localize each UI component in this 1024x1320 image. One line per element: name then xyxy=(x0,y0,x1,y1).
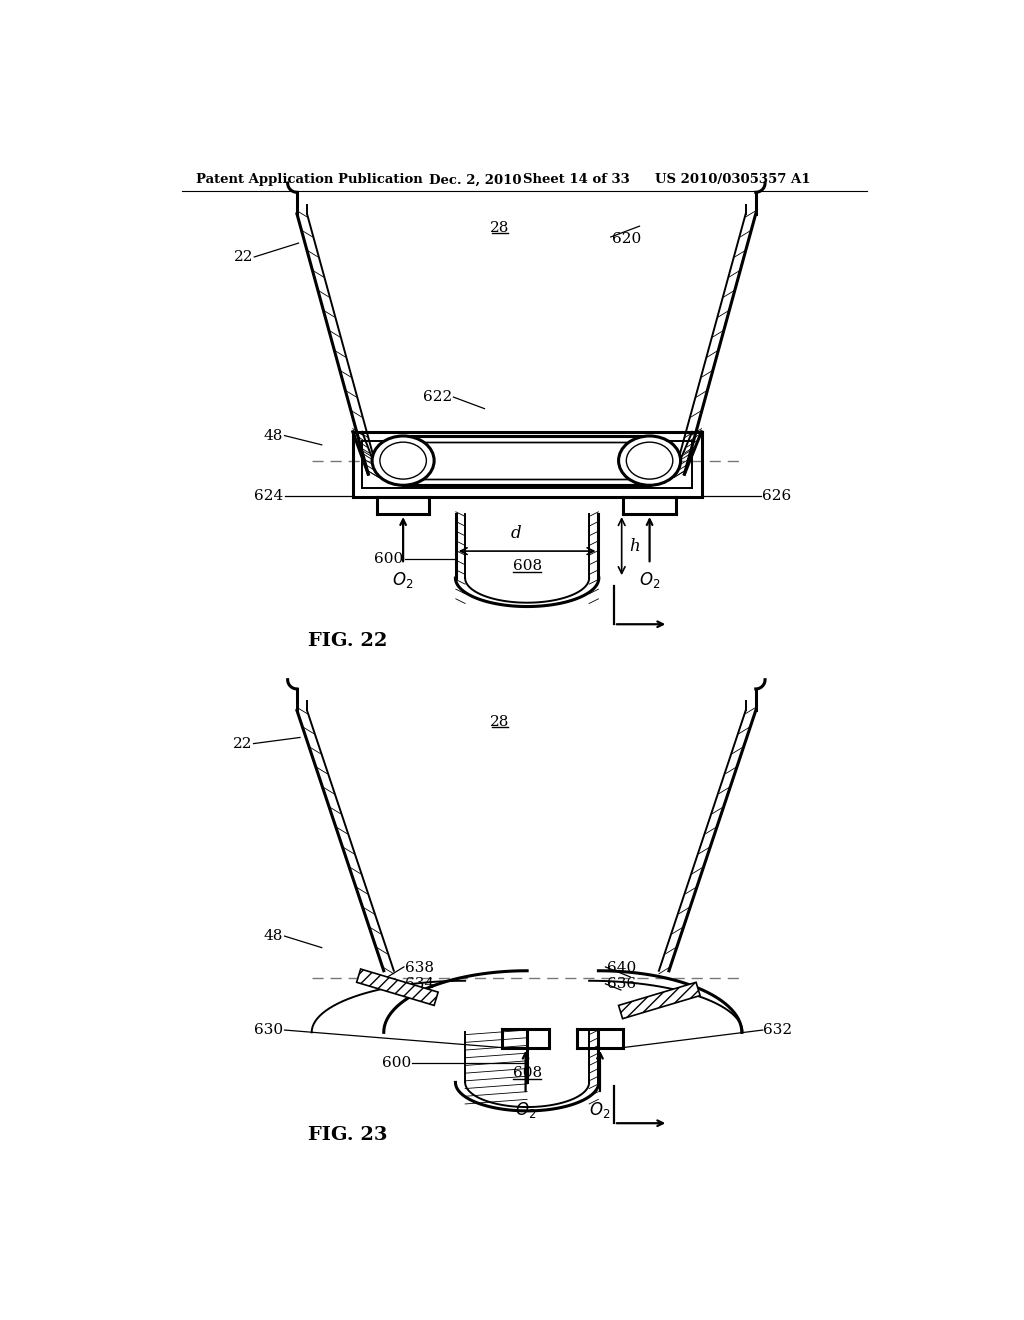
Text: 622: 622 xyxy=(423,391,452,404)
Text: 600: 600 xyxy=(374,552,403,566)
Text: $O_2$: $O_2$ xyxy=(589,1100,610,1121)
Text: 28: 28 xyxy=(490,220,510,235)
Text: 620: 620 xyxy=(612,232,642,247)
Text: US 2010/0305357 A1: US 2010/0305357 A1 xyxy=(655,173,811,186)
Ellipse shape xyxy=(618,436,681,486)
Text: 626: 626 xyxy=(762,488,792,503)
Text: h: h xyxy=(630,537,640,554)
Text: 48: 48 xyxy=(263,929,283,942)
Text: 640: 640 xyxy=(607,961,636,975)
Text: 624: 624 xyxy=(254,488,283,503)
Text: $O_2$: $O_2$ xyxy=(515,1100,537,1121)
Text: $O_2$: $O_2$ xyxy=(392,570,414,590)
Text: 634: 634 xyxy=(406,977,434,991)
Polygon shape xyxy=(356,969,438,1006)
Ellipse shape xyxy=(380,442,426,479)
Text: FIG. 22: FIG. 22 xyxy=(308,632,387,651)
Text: Patent Application Publication: Patent Application Publication xyxy=(197,173,423,186)
Text: 22: 22 xyxy=(234,249,254,264)
Text: 48: 48 xyxy=(263,429,283,442)
Ellipse shape xyxy=(372,436,434,486)
Text: d: d xyxy=(510,525,521,543)
Text: 22: 22 xyxy=(232,737,252,751)
Polygon shape xyxy=(618,982,700,1019)
Text: Dec. 2, 2010: Dec. 2, 2010 xyxy=(429,173,521,186)
Text: 636: 636 xyxy=(607,977,636,991)
Text: $O_2$: $O_2$ xyxy=(639,570,660,590)
Bar xyxy=(465,515,589,578)
Text: 608: 608 xyxy=(513,1067,542,1080)
Text: 632: 632 xyxy=(764,1023,793,1038)
Text: 638: 638 xyxy=(406,961,434,975)
Text: 28: 28 xyxy=(490,715,510,729)
Bar xyxy=(403,436,649,486)
Text: FIG. 23: FIG. 23 xyxy=(308,1126,387,1143)
Ellipse shape xyxy=(627,442,673,479)
Text: 630: 630 xyxy=(254,1023,283,1038)
Bar xyxy=(362,441,692,488)
Text: 600: 600 xyxy=(382,1056,411,1071)
Text: 608: 608 xyxy=(513,560,542,573)
Text: Sheet 14 of 33: Sheet 14 of 33 xyxy=(523,173,630,186)
